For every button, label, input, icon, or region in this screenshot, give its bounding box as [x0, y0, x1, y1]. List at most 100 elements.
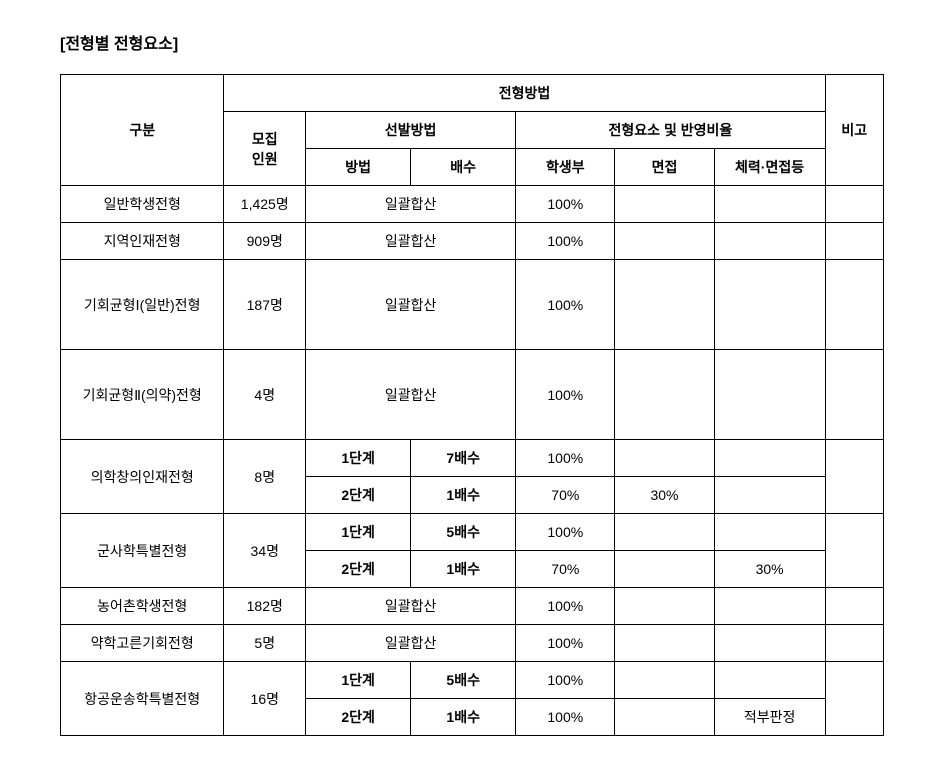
cell-record: 70% — [516, 477, 615, 514]
cell-physical — [714, 477, 825, 514]
header-note: 비고 — [825, 75, 883, 186]
cell-interview — [615, 260, 714, 350]
cell-interview: 30% — [615, 477, 714, 514]
cell-name: 농어촌학생전형 — [61, 588, 224, 625]
cell-method: 2단계 — [306, 699, 411, 736]
cell-interview — [615, 440, 714, 477]
cell-note — [825, 588, 883, 625]
cell-count: 8명 — [224, 440, 306, 514]
table-row: 의학창의인재전형8명1단계7배수100% — [61, 440, 884, 477]
cell-interview — [615, 699, 714, 736]
cell-name: 일반학생전형 — [61, 186, 224, 223]
cell-physical — [714, 588, 825, 625]
cell-name: 기회균형Ⅰ(일반)전형 — [61, 260, 224, 350]
cell-method-span: 일괄합산 — [306, 350, 516, 440]
cell-record: 100% — [516, 625, 615, 662]
table-row: 기회균형Ⅰ(일반)전형187명일괄합산100% — [61, 260, 884, 350]
cell-physical — [714, 662, 825, 699]
cell-count: 34명 — [224, 514, 306, 588]
table-row: 약학고른기회전형5명일괄합산100% — [61, 625, 884, 662]
cell-record: 100% — [516, 223, 615, 260]
cell-note — [825, 186, 883, 223]
cell-record: 70% — [516, 551, 615, 588]
table-row: 지역인재전형909명일괄합산100% — [61, 223, 884, 260]
table-row: 기회균형Ⅱ(의약)전형4명일괄합산100% — [61, 350, 884, 440]
cell-count: 5명 — [224, 625, 306, 662]
header-line: 인원 — [252, 151, 278, 167]
cell-method: 2단계 — [306, 477, 411, 514]
cell-note — [825, 514, 883, 588]
cell-note — [825, 662, 883, 736]
cell-method-span: 일괄합산 — [306, 223, 516, 260]
cell-record: 100% — [516, 260, 615, 350]
header-physical: 체력·면접등 — [714, 149, 825, 186]
cell-count: 4명 — [224, 350, 306, 440]
header-method-group: 전형방법 — [224, 75, 825, 112]
table-row: 일반학생전형1,425명일괄합산100% — [61, 186, 884, 223]
cell-physical — [714, 514, 825, 551]
header-multiple: 배수 — [411, 149, 516, 186]
cell-count: 909명 — [224, 223, 306, 260]
cell-name: 군사학특별전형 — [61, 514, 224, 588]
cell-physical — [714, 223, 825, 260]
header-line: 모집 — [252, 131, 278, 147]
cell-multiple: 7배수 — [411, 440, 516, 477]
cell-interview — [615, 223, 714, 260]
cell-interview — [615, 588, 714, 625]
cell-name: 지역인재전형 — [61, 223, 224, 260]
cell-method-span: 일괄합산 — [306, 588, 516, 625]
cell-record: 100% — [516, 588, 615, 625]
cell-note — [825, 260, 883, 350]
cell-physical — [714, 260, 825, 350]
cell-physical — [714, 350, 825, 440]
page-title: [전형별 전형요소] — [60, 30, 884, 54]
cell-name: 기회균형Ⅱ(의약)전형 — [61, 350, 224, 440]
header-record: 학생부 — [516, 149, 615, 186]
cell-count: 16명 — [224, 662, 306, 736]
cell-physical: 적부판정 — [714, 699, 825, 736]
cell-note — [825, 350, 883, 440]
cell-record: 100% — [516, 440, 615, 477]
cell-note — [825, 625, 883, 662]
cell-physical: 30% — [714, 551, 825, 588]
cell-interview — [615, 514, 714, 551]
admission-table: 구분 전형방법 비고 모집인원 선발방법 전형요소 및 반영비율 방법 배수 학… — [60, 74, 884, 736]
cell-record: 100% — [516, 699, 615, 736]
header-category: 구분 — [61, 75, 224, 186]
cell-interview — [615, 551, 714, 588]
cell-multiple: 1배수 — [411, 699, 516, 736]
cell-record: 100% — [516, 662, 615, 699]
cell-multiple: 5배수 — [411, 514, 516, 551]
header-method: 방법 — [306, 149, 411, 186]
cell-method-span: 일괄합산 — [306, 260, 516, 350]
cell-count: 187명 — [224, 260, 306, 350]
cell-name: 의학창의인재전형 — [61, 440, 224, 514]
cell-method: 1단계 — [306, 440, 411, 477]
cell-multiple: 1배수 — [411, 551, 516, 588]
cell-physical — [714, 186, 825, 223]
cell-name: 항공운송학특별전형 — [61, 662, 224, 736]
cell-note — [825, 223, 883, 260]
header-interview: 면접 — [615, 149, 714, 186]
cell-method: 1단계 — [306, 514, 411, 551]
cell-record: 100% — [516, 350, 615, 440]
table-row: 항공운송학특별전형16명1단계5배수100% — [61, 662, 884, 699]
cell-record: 100% — [516, 514, 615, 551]
cell-method-span: 일괄합산 — [306, 186, 516, 223]
header-element-ratio: 전형요소 및 반영비율 — [516, 112, 825, 149]
cell-interview — [615, 625, 714, 662]
cell-multiple: 1배수 — [411, 477, 516, 514]
cell-method: 1단계 — [306, 662, 411, 699]
cell-method: 2단계 — [306, 551, 411, 588]
header-recruit-count: 모집인원 — [224, 112, 306, 186]
cell-record: 100% — [516, 186, 615, 223]
cell-physical — [714, 625, 825, 662]
cell-method-span: 일괄합산 — [306, 625, 516, 662]
table-row: 농어촌학생전형182명일괄합산100% — [61, 588, 884, 625]
header-selection-method: 선발방법 — [306, 112, 516, 149]
cell-note — [825, 440, 883, 514]
cell-interview — [615, 350, 714, 440]
table-row: 군사학특별전형34명1단계5배수100% — [61, 514, 884, 551]
cell-multiple: 5배수 — [411, 662, 516, 699]
cell-physical — [714, 440, 825, 477]
